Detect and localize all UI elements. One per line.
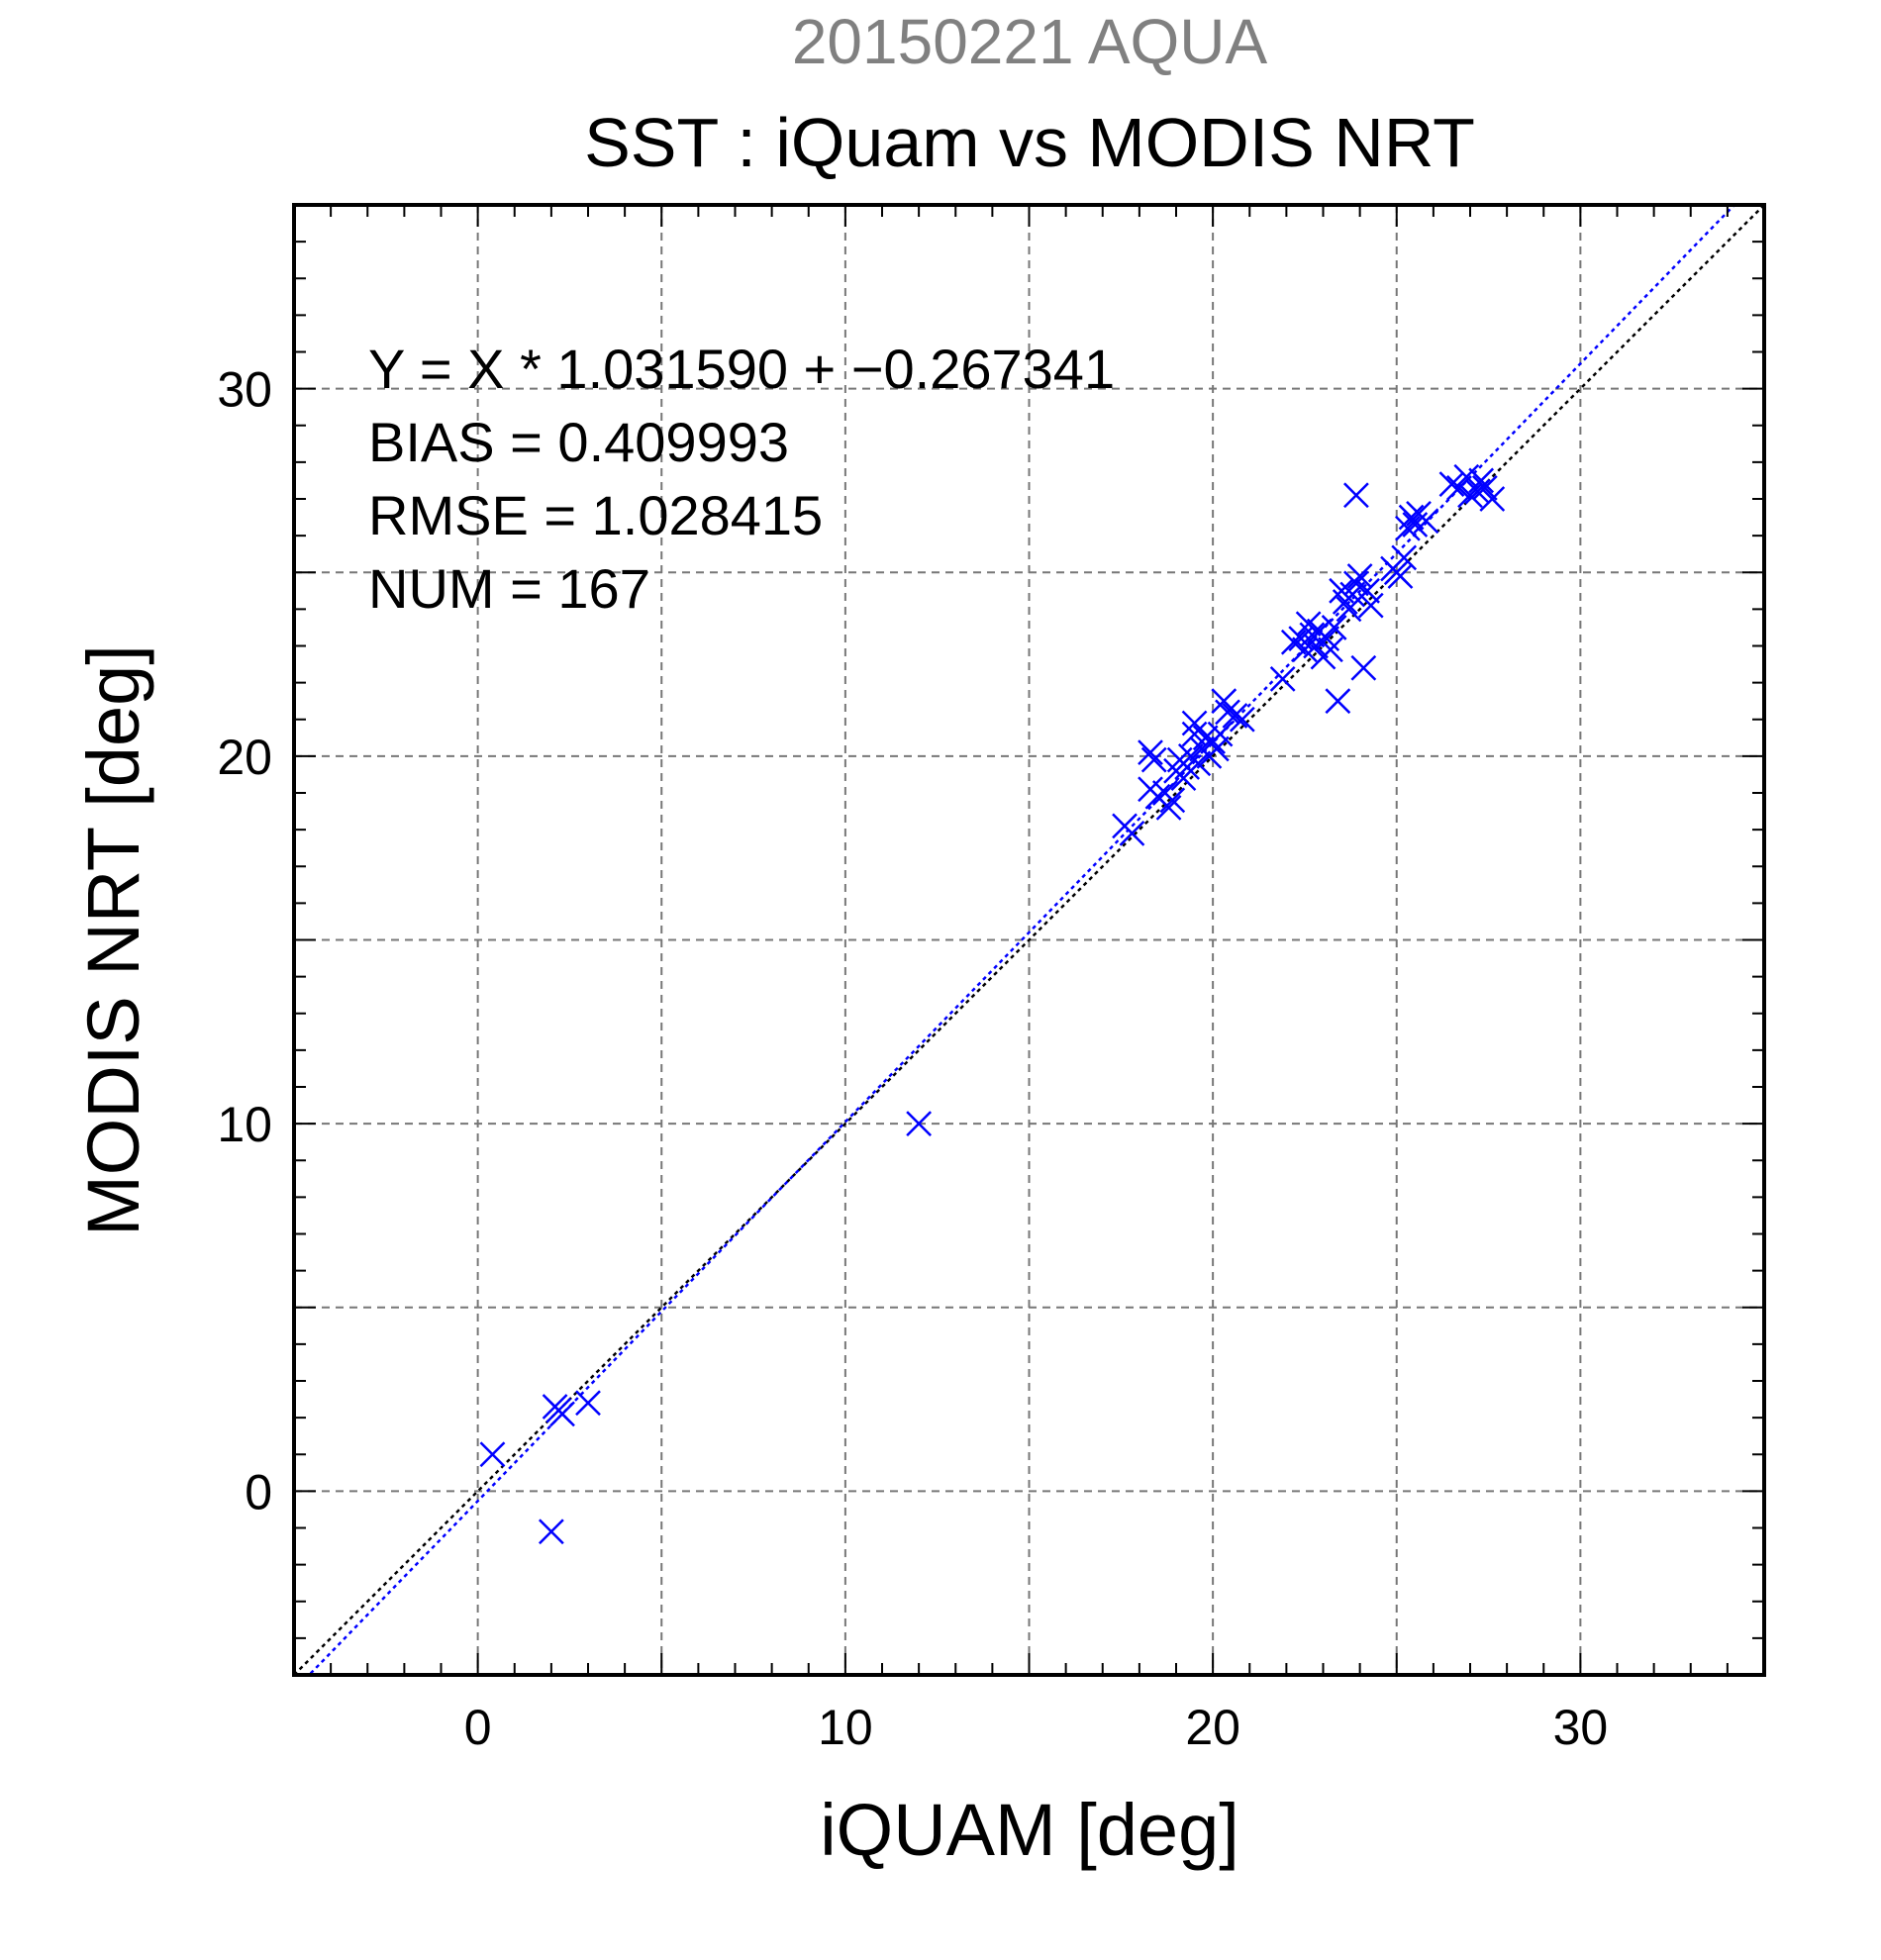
chart-title: SST : iQuam vs MODIS NRT <box>584 104 1475 181</box>
data-point <box>1468 467 1495 494</box>
x-axis-label: iQUAM [deg] <box>820 1789 1239 1871</box>
data-point <box>1207 721 1234 747</box>
chart-date-title: 20150221 AQUA <box>792 6 1268 77</box>
identity-line <box>294 205 1764 1675</box>
data-point <box>1457 482 1483 509</box>
rmse-stat: RMSE = 1.028415 <box>368 484 823 546</box>
data-point <box>1471 474 1498 501</box>
x-tick-label: 20 <box>1185 1700 1240 1755</box>
plot-area <box>294 205 1764 1675</box>
data-point <box>1391 544 1418 571</box>
y-tick-label: 0 <box>245 1464 272 1519</box>
data-point <box>906 1111 933 1137</box>
data-point <box>1269 666 1296 692</box>
regression-equation: Y = X * 1.031590 + −0.267341 <box>368 338 1115 400</box>
data-point <box>1222 703 1248 729</box>
y-tick-label: 30 <box>217 362 272 418</box>
data-point <box>479 1441 506 1468</box>
statistics-annotation: Y = X * 1.031590 + −0.267341 BIAS = 0.40… <box>368 338 1115 620</box>
data-point <box>1138 739 1163 766</box>
data-point <box>549 1401 575 1427</box>
data-point <box>1159 787 1186 814</box>
bias-stat: BIAS = 0.409993 <box>368 411 789 473</box>
num-stat: NUM = 167 <box>368 557 650 620</box>
data-point <box>1357 592 1384 619</box>
x-tick-label: 30 <box>1553 1700 1609 1755</box>
x-tick-label: 0 <box>464 1700 492 1755</box>
data-point <box>538 1519 564 1545</box>
data-point <box>1119 820 1145 846</box>
data-point <box>1318 637 1343 663</box>
fit-line <box>307 205 1736 1675</box>
data-point <box>1321 615 1347 640</box>
y-tick-label: 20 <box>217 730 272 785</box>
data-point <box>1350 654 1377 681</box>
data-point <box>1438 471 1465 498</box>
data-point <box>1280 629 1307 655</box>
y-tick-label: 10 <box>217 1097 272 1152</box>
data-point <box>1155 794 1182 821</box>
data-point <box>1346 563 1373 589</box>
data-point <box>575 1390 601 1417</box>
data-point <box>1479 486 1506 512</box>
data-point <box>1325 688 1351 715</box>
data-point <box>1343 570 1369 597</box>
data-point <box>1398 504 1425 531</box>
data-point <box>1229 706 1255 733</box>
data-point <box>1413 508 1439 535</box>
data-point <box>1140 746 1167 773</box>
data-point <box>1354 577 1380 604</box>
data-point <box>1203 735 1230 762</box>
data-point <box>1185 750 1212 777</box>
data-point <box>1215 699 1240 726</box>
y-axis-label: MODIS NRT [deg] <box>72 644 154 1236</box>
x-tick-label: 10 <box>818 1700 873 1755</box>
plot-frame <box>292 203 1766 1677</box>
data-point <box>1343 482 1369 509</box>
